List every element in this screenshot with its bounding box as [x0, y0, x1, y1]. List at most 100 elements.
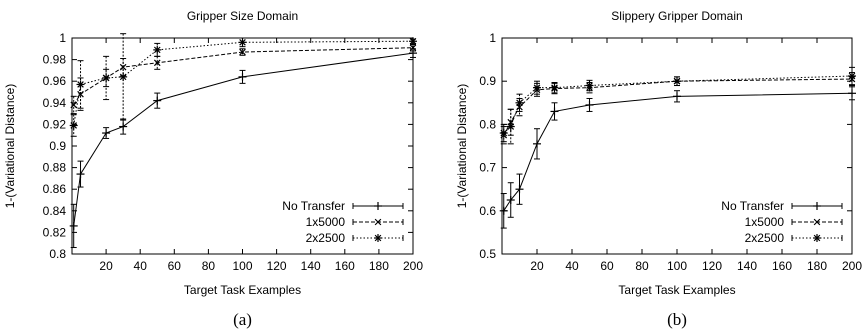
- legend-marker: [374, 218, 382, 226]
- x-tick-label: 80: [635, 259, 649, 273]
- x-tick-label: 200: [842, 259, 862, 273]
- x-tick-label: 100: [232, 259, 252, 273]
- y-tick-label: 0.5: [479, 247, 496, 261]
- x-tick-label: 20: [530, 259, 544, 273]
- error-bar: [77, 60, 84, 109]
- data-point-d2: [153, 46, 161, 54]
- data-point: [238, 72, 247, 81]
- series-1x5000: [70, 43, 417, 115]
- error-bar: [154, 42, 161, 57]
- data-point-d2: [153, 59, 161, 67]
- data-point-d2: [119, 73, 127, 81]
- y-tick-label: 0.84: [43, 204, 67, 218]
- legend-marker: [813, 234, 821, 242]
- data-point-d2: [70, 122, 78, 129]
- y-tick-label: 0.96: [43, 74, 67, 88]
- data-point: [585, 100, 594, 109]
- series-no-transfer: [499, 86, 856, 229]
- legend: No Transfer 1x5000 2x2500: [721, 199, 843, 245]
- legend-marker-d2: [813, 234, 821, 242]
- series-2x2500: [69, 33, 417, 137]
- y-tick-label: 0.8: [479, 117, 496, 131]
- x-tick-label: 180: [369, 259, 389, 273]
- series-1x5000: [500, 72, 856, 145]
- legend-label: No Transfer: [282, 199, 345, 213]
- y-axis-label: 1-(Variational Distance): [455, 84, 469, 209]
- legend-label: 2x2500: [306, 231, 346, 245]
- data-point-d2: [409, 44, 417, 52]
- y-tick-label: 0.88: [43, 161, 67, 175]
- data-point: [238, 38, 247, 47]
- legend: No Transfer 1x5000 2x2500: [282, 199, 404, 245]
- series-no-transfer: [69, 48, 417, 249]
- x-tick-label: 60: [600, 259, 614, 273]
- x-axis-label: Target Task Examples: [184, 283, 301, 297]
- x-tick-label: 200: [403, 259, 423, 273]
- data-point: [239, 48, 246, 56]
- data-point: [533, 139, 541, 148]
- data-point: [69, 221, 78, 230]
- legend-marker: [374, 202, 382, 210]
- data-point: [515, 98, 524, 107]
- y-tick-label: 0.86: [43, 182, 67, 196]
- y-tick-label: 0.94: [43, 96, 67, 110]
- series-line: [503, 75, 853, 134]
- data-point-d2: [516, 99, 523, 107]
- x-tick-label: 40: [134, 259, 148, 273]
- legend-marker-d2: [374, 234, 382, 242]
- y-tick-label: 0.92: [43, 117, 67, 131]
- chart-gripper-size: Gripper Size Domain 20 40 60 80 100 120 140 160 1…: [3, 9, 423, 329]
- data-point: [76, 80, 85, 89]
- x-tick-label: 40: [565, 259, 579, 273]
- error-bar: [534, 80, 540, 95]
- legend-label: No Transfer: [721, 199, 784, 213]
- data-point-d2: [848, 72, 856, 80]
- panel-caption: (a): [233, 310, 252, 329]
- data-point: [153, 45, 162, 54]
- series-line: [503, 92, 853, 212]
- data-point-d2: [500, 129, 508, 137]
- series-line: [503, 78, 853, 136]
- legend-marker-d2: [374, 218, 382, 226]
- data-point-d2: [70, 101, 78, 109]
- y-tick-label: 0.9: [49, 139, 66, 153]
- data-point: [76, 170, 85, 179]
- data-point: [153, 96, 162, 105]
- x-tick-label: 60: [168, 259, 182, 273]
- data-point-d2: [239, 48, 246, 56]
- y-tick-label: 0.6: [479, 204, 496, 218]
- legend-label: 2x2500: [745, 231, 785, 245]
- legend-marker-d2: [813, 218, 821, 226]
- y-tick-label: 0.82: [43, 225, 67, 239]
- data-point: [119, 122, 128, 131]
- data-point: [550, 107, 559, 116]
- data-point: [499, 129, 508, 138]
- y-tick-label: 0.9: [479, 74, 496, 88]
- x-tick-label: 100: [667, 259, 687, 273]
- error-bar: [239, 48, 246, 56]
- data-point: [70, 101, 78, 109]
- legend-marker: [813, 218, 821, 226]
- data-point: [119, 72, 128, 81]
- data-point-d2: [102, 74, 110, 82]
- data-point-d2: [533, 84, 541, 91]
- y-tick-label: 0.7: [479, 161, 496, 175]
- x-tick-label: 20: [99, 259, 113, 273]
- data-point: [550, 83, 559, 92]
- data-point: [499, 206, 508, 215]
- y-tick-label: 0.98: [43, 53, 67, 67]
- data-point: [102, 129, 111, 138]
- x-tick-label: 120: [702, 259, 722, 273]
- y-tick-label: 1: [489, 31, 496, 45]
- legend-label: 1x5000: [745, 215, 785, 229]
- data-point: [515, 185, 524, 194]
- data-point: [102, 73, 111, 82]
- data-point: [848, 89, 856, 98]
- data-point: [409, 37, 417, 46]
- data-point-d2: [673, 77, 681, 85]
- error-bar: [507, 108, 514, 145]
- x-tick-label: 180: [807, 259, 827, 273]
- data-point-d2: [551, 84, 558, 91]
- x-axis-label: Target Task Examples: [618, 283, 735, 297]
